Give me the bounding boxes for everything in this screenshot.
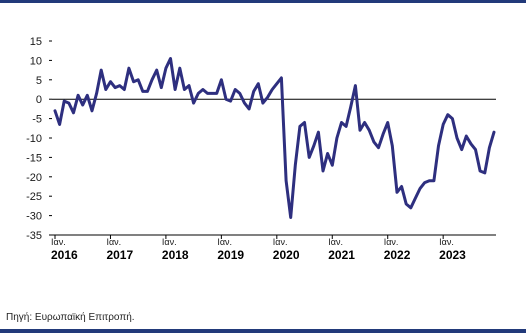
top-rule [0,0,526,3]
x-month-label: Ιαν. [384,237,399,247]
x-year-label: 2019 [217,248,244,262]
x-axis-ticks: Ιαν.2016Ιαν.2017Ιαν.2018Ιαν.2019Ιαν.2020… [51,235,466,262]
y-tick-label: -35 [26,230,42,242]
y-tick-label: -5 [32,114,42,126]
y-tick-label: -30 [26,211,42,223]
y-tick-label: -20 [26,172,42,184]
y-axis-ticks: -35 -30 -25 -20 -15 -10 -5 0 5 10 15 [26,36,52,242]
y-tick-label: 10 [30,55,42,67]
y-tick-label: -10 [26,133,42,145]
bottom-rule [0,329,526,333]
y-tick-label: -25 [26,191,42,203]
series-line [53,57,496,219]
y-tick-label: 15 [30,36,42,48]
x-year-label: 2016 [51,248,78,262]
y-tick-label: 5 [36,75,42,87]
source-note: Πηγή: Ευρωπαϊκή Επιτροπή. [6,312,135,323]
y-tick-label: 0 [36,94,42,106]
y-tick-label: -15 [26,152,42,164]
x-month-label: Ιαν. [439,237,454,247]
x-month-label: Ιαν. [328,237,343,247]
x-year-label: 2022 [384,248,411,262]
x-year-label: 2021 [328,248,355,262]
x-month-label: Ιαν. [106,237,121,247]
x-year-label: 2023 [439,248,466,262]
x-year-label: 2018 [162,248,189,262]
x-year-label: 2017 [106,248,133,262]
x-month-label: Ιαν. [273,237,288,247]
x-year-label: 2020 [273,248,300,262]
x-month-label: Ιαν. [51,237,66,247]
x-month-label: Ιαν. [162,237,177,247]
x-month-label: Ιαν. [217,237,232,247]
